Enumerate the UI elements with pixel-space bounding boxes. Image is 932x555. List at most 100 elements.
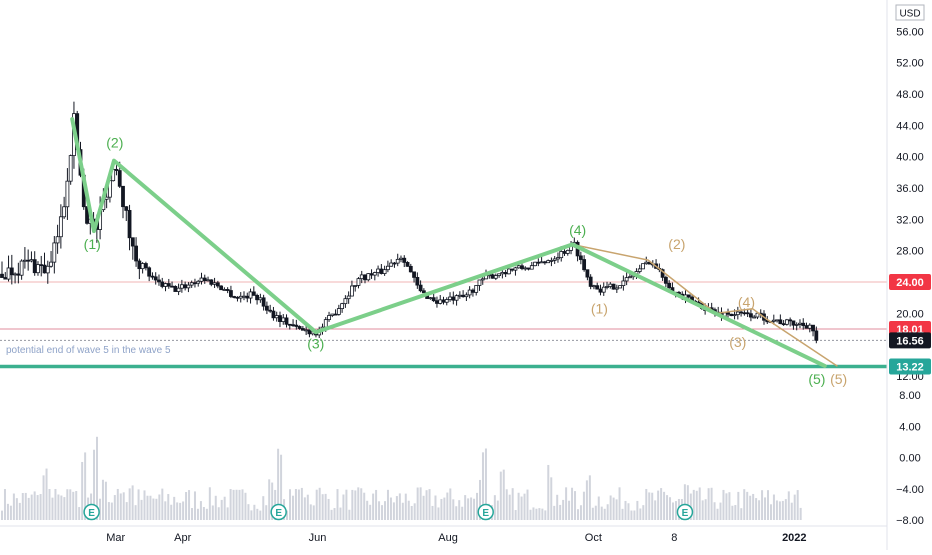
price-tick-label: 48.00 bbox=[896, 89, 924, 101]
volume-bar bbox=[579, 505, 582, 520]
candle-body bbox=[637, 268, 642, 272]
earnings-marker[interactable] bbox=[83, 503, 100, 521]
candle-body bbox=[624, 277, 629, 282]
volume-bar bbox=[220, 499, 223, 520]
candle-body bbox=[435, 300, 439, 304]
volume-bar bbox=[550, 477, 553, 520]
candle-body bbox=[261, 297, 266, 307]
volume-bar bbox=[75, 491, 78, 520]
candle-body bbox=[412, 271, 416, 278]
volume-bar bbox=[514, 510, 517, 520]
volume-bar bbox=[69, 489, 72, 520]
candle-body bbox=[667, 282, 672, 289]
volume-bar bbox=[262, 496, 265, 520]
candle-body bbox=[176, 287, 181, 292]
volume-bar bbox=[107, 502, 110, 520]
volume-bar bbox=[710, 487, 713, 520]
volume-bar bbox=[692, 489, 695, 520]
candle-body bbox=[663, 276, 668, 284]
volume-bar bbox=[452, 499, 455, 520]
volume-bar bbox=[639, 508, 642, 520]
earnings-marker[interactable] bbox=[270, 503, 287, 521]
candle-body bbox=[775, 319, 779, 322]
price-tag[interactable] bbox=[889, 358, 931, 375]
candle-body bbox=[686, 294, 691, 298]
volume-bar bbox=[149, 495, 152, 520]
volume-bar bbox=[18, 502, 21, 520]
candle-body bbox=[330, 313, 335, 316]
volume-bar bbox=[520, 496, 523, 520]
volume-bar bbox=[529, 509, 532, 520]
candle-body bbox=[271, 310, 276, 319]
candle-body bbox=[264, 305, 269, 311]
candle-body bbox=[134, 245, 138, 262]
earnings-marker[interactable] bbox=[676, 503, 694, 521]
volume-bar bbox=[256, 508, 259, 520]
time-axis-label: Apr bbox=[174, 532, 191, 544]
volume-bar bbox=[208, 487, 211, 520]
candle-body bbox=[343, 298, 348, 305]
currency-badge[interactable] bbox=[895, 4, 925, 21]
candle-body bbox=[539, 261, 544, 264]
candle-body bbox=[598, 288, 603, 293]
candle-body bbox=[595, 285, 600, 290]
volume-bar bbox=[449, 488, 452, 520]
volume-bar bbox=[48, 489, 51, 520]
volume-bar bbox=[268, 479, 271, 520]
candle-body bbox=[565, 249, 570, 254]
volume-bar bbox=[93, 449, 96, 520]
volume-bar bbox=[606, 504, 609, 520]
price-tick-label: 52.00 bbox=[896, 58, 924, 70]
candle-body bbox=[199, 277, 204, 282]
volume-bar bbox=[784, 499, 787, 520]
candle-body bbox=[245, 295, 250, 299]
time-axis-labels[interactable]: Mar Apr Jun Aug Oct 8 2022 bbox=[106, 532, 806, 544]
volume-bar bbox=[740, 508, 743, 520]
candle-body bbox=[114, 168, 119, 171]
price-tag[interactable] bbox=[889, 332, 931, 349]
volume-bar bbox=[363, 492, 366, 520]
candle-body bbox=[798, 322, 802, 325]
volume-bar bbox=[173, 496, 176, 520]
candle-body bbox=[6, 267, 11, 280]
earnings-marker[interactable] bbox=[477, 503, 494, 521]
candle-body bbox=[372, 272, 377, 276]
candle-body bbox=[26, 259, 31, 262]
candle-body bbox=[510, 268, 515, 271]
price-tag[interactable] bbox=[889, 274, 931, 291]
candle-body bbox=[513, 267, 518, 271]
secondary-wave-line bbox=[571, 243, 838, 367]
volume-bar bbox=[342, 494, 345, 520]
candle-body bbox=[36, 264, 40, 274]
candle-body bbox=[771, 319, 776, 322]
candle-body bbox=[546, 260, 551, 264]
volume-bar bbox=[470, 497, 473, 520]
candle-body bbox=[323, 319, 328, 328]
volume-bar bbox=[253, 504, 256, 520]
volume-bar bbox=[333, 508, 336, 520]
candle-body bbox=[65, 180, 70, 208]
volume-bar bbox=[381, 505, 384, 520]
candle-body bbox=[300, 328, 305, 331]
candle-body bbox=[22, 259, 27, 262]
candle-body bbox=[601, 286, 606, 293]
volume-bar bbox=[594, 505, 597, 520]
volume-bar bbox=[443, 497, 446, 520]
volume-bar bbox=[713, 502, 716, 520]
volume-bar bbox=[722, 489, 725, 520]
volume-bar bbox=[360, 488, 363, 520]
candle-body bbox=[3, 277, 8, 280]
candle-body bbox=[471, 289, 475, 293]
candle-body bbox=[13, 273, 17, 276]
volume-bar bbox=[707, 488, 710, 520]
volume-bar bbox=[609, 495, 612, 520]
candle-body bbox=[39, 264, 44, 267]
earnings-marker-label: E bbox=[682, 508, 689, 519]
volume-bar bbox=[318, 487, 321, 520]
candle-body bbox=[219, 285, 224, 291]
candle-body bbox=[523, 267, 528, 270]
candle-body bbox=[402, 257, 407, 263]
volume-bar bbox=[725, 493, 728, 520]
